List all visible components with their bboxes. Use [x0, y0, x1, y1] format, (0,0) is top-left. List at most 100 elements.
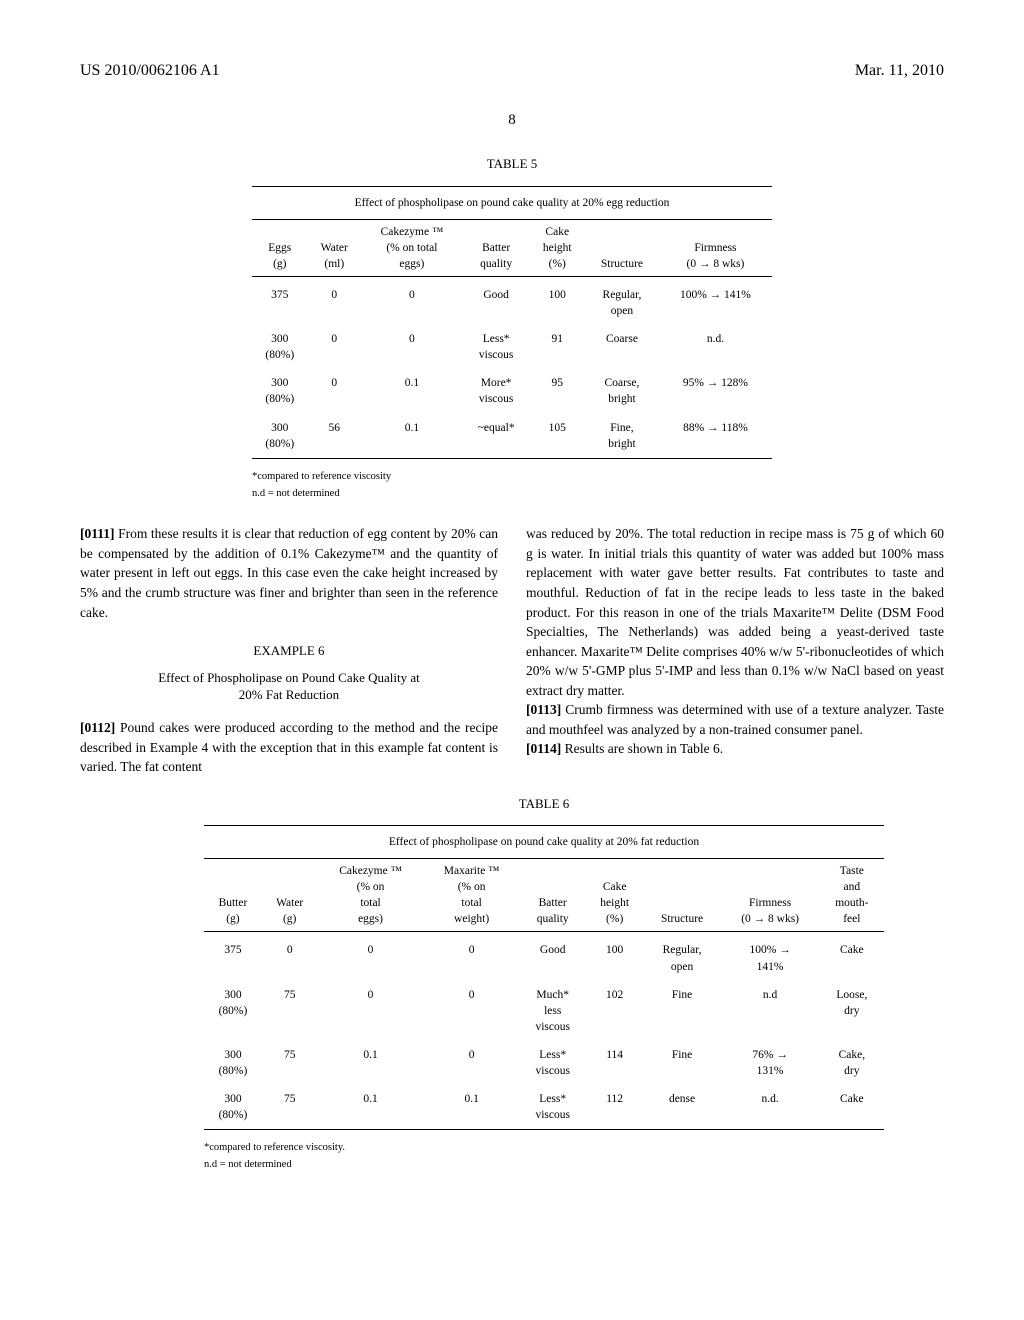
t5-h-batter: Batterquality — [463, 219, 530, 276]
table-cell: 100 — [586, 932, 644, 981]
table-cell: 0 — [308, 369, 361, 413]
right-col: was reduced by 20%. The total reduction … — [526, 524, 944, 776]
table-cell: Good — [463, 276, 530, 325]
t5-h-structure: Structure — [585, 219, 659, 276]
table-cell: 300(80%) — [252, 369, 308, 413]
table-cell: Much*lessviscous — [520, 981, 586, 1041]
table-cell: Fine,bright — [585, 414, 659, 459]
page-number: 8 — [80, 110, 944, 131]
t5-h-water: Water(ml) — [308, 219, 361, 276]
t6-h-structure: Structure — [644, 859, 721, 932]
table-cell: 114 — [586, 1041, 644, 1085]
table6-label: TABLE 6 — [204, 795, 884, 813]
example6-title: Effect of Phospholipase on Pound Cake Qu… — [80, 670, 498, 704]
table-cell: Regular,open — [644, 932, 721, 981]
table-cell: ~equal* — [463, 414, 530, 459]
table5-wrap: TABLE 5 Effect of phospholipase on pound… — [252, 155, 772, 502]
table-cell: 91 — [529, 325, 585, 369]
table-cell: 88% → 118% — [659, 414, 772, 459]
table-cell: Fine — [644, 981, 721, 1041]
table-row: 300(80%)750.10.1Less*viscous112densen.d.… — [204, 1085, 884, 1130]
table-row: 300(80%)00Less*viscous91Coarsen.d. — [252, 325, 772, 369]
t5-h-height: Cakeheight(%) — [529, 219, 585, 276]
table-cell: 0.1 — [361, 369, 463, 413]
table-cell: 0 — [361, 325, 463, 369]
page-header: US 2010/0062106 A1 Mar. 11, 2010 — [80, 60, 944, 82]
table-cell: 100% → 141% — [659, 276, 772, 325]
table-cell: Less*viscous — [520, 1041, 586, 1085]
doc-number: US 2010/0062106 A1 — [80, 60, 220, 82]
t6-h-firmness: Firmness(0 → 8 wks) — [721, 859, 820, 932]
t6-footnotes: *compared to reference viscosity.n.d = n… — [204, 1140, 884, 1174]
table-cell: Cake — [820, 932, 884, 981]
para-0113: [0113] Crumb firmness was determined wit… — [526, 700, 944, 739]
para-0112b: was reduced by 20%. The total reduction … — [526, 524, 944, 700]
t6-h-batter: Batterquality — [520, 859, 586, 932]
t6-h-water: Water(g) — [262, 859, 318, 932]
footnote: n.d = not determined — [252, 486, 772, 503]
table-cell: dense — [644, 1085, 721, 1130]
table-cell: Less*viscous — [520, 1085, 586, 1130]
table-cell: 300(80%) — [204, 981, 262, 1041]
table-cell: Coarse — [585, 325, 659, 369]
table-cell: 105 — [529, 414, 585, 459]
table-cell: 0 — [318, 932, 424, 981]
doc-date: Mar. 11, 2010 — [855, 60, 944, 82]
table-cell: n.d. — [721, 1085, 820, 1130]
table-cell: 75 — [262, 981, 318, 1041]
table-cell: 0.1 — [424, 1085, 520, 1130]
table-cell: 112 — [586, 1085, 644, 1130]
table-row: 37500Good100Regular,open100% → 141% — [252, 276, 772, 325]
table-cell: 300(80%) — [204, 1041, 262, 1085]
table-cell: 56 — [308, 414, 361, 459]
table-cell: 0 — [308, 325, 361, 369]
t6-h-taste: Tasteandmouth-feel — [820, 859, 884, 932]
two-col-text: [0111] From these results it is clear th… — [80, 524, 944, 776]
table-cell: Good — [520, 932, 586, 981]
table-cell: 0 — [424, 1041, 520, 1085]
left-col: [0111] From these results it is clear th… — [80, 524, 498, 776]
table-row: 300(80%)7500Much*lessviscous102Finen.dLo… — [204, 981, 884, 1041]
table5: Effect of phospholipase on pound cake qu… — [252, 186, 772, 459]
table-cell: 300(80%) — [252, 325, 308, 369]
table-cell: 300(80%) — [252, 414, 308, 459]
table-row: 300(80%)00.1More*viscous95Coarse,bright9… — [252, 369, 772, 413]
footnote: n.d = not determined — [204, 1157, 884, 1174]
table-cell: Loose,dry — [820, 981, 884, 1041]
t5-h-cakezyme: Cakezyme ™(% on totaleggs) — [361, 219, 463, 276]
table5-caption: Effect of phospholipase on pound cake qu… — [252, 186, 772, 219]
table-cell: 0 — [308, 276, 361, 325]
t5-h-eggs: Eggs(g) — [252, 219, 308, 276]
table-cell: 100% →141% — [721, 932, 820, 981]
table-cell: 0.1 — [318, 1041, 424, 1085]
table-cell: Regular,open — [585, 276, 659, 325]
table6-caption: Effect of phospholipase on pound cake qu… — [204, 825, 884, 858]
table-cell: 0.1 — [318, 1085, 424, 1130]
t5-body: 37500Good100Regular,open100% → 141%300(8… — [252, 276, 772, 458]
para-0111: [0111] From these results it is clear th… — [80, 524, 498, 622]
table-cell: 95 — [529, 369, 585, 413]
table-cell: Coarse,bright — [585, 369, 659, 413]
t6-body: 375000Good100Regular,open100% →141%Cake3… — [204, 932, 884, 1130]
table-cell: n.d. — [659, 325, 772, 369]
table-cell: 75 — [262, 1085, 318, 1130]
t6-h-cakezyme: Cakezyme ™(% ontotaleggs) — [318, 859, 424, 932]
para-0112: [0112] Pound cakes were produced accordi… — [80, 718, 498, 777]
example6-head: EXAMPLE 6 — [80, 642, 498, 660]
footnote: *compared to reference viscosity. — [204, 1140, 884, 1157]
table-cell: 0 — [424, 981, 520, 1041]
table-cell: Fine — [644, 1041, 721, 1085]
table-cell: 0 — [262, 932, 318, 981]
table-cell: 375 — [204, 932, 262, 981]
table-cell: 100 — [529, 276, 585, 325]
table-row: 300(80%)750.10Less*viscous114Fine76% →13… — [204, 1041, 884, 1085]
t6-h-maxarite: Maxarite ™(% ontotalweight) — [424, 859, 520, 932]
table-row: 300(80%)560.1~equal*105Fine,bright88% → … — [252, 414, 772, 459]
table-cell: 0.1 — [361, 414, 463, 459]
table-cell: 76% →131% — [721, 1041, 820, 1085]
table5-label: TABLE 5 — [252, 155, 772, 173]
t6-h-butter: Butter(g) — [204, 859, 262, 932]
table-cell: Cake,dry — [820, 1041, 884, 1085]
table-cell: Less*viscous — [463, 325, 530, 369]
table-cell: 0 — [424, 932, 520, 981]
